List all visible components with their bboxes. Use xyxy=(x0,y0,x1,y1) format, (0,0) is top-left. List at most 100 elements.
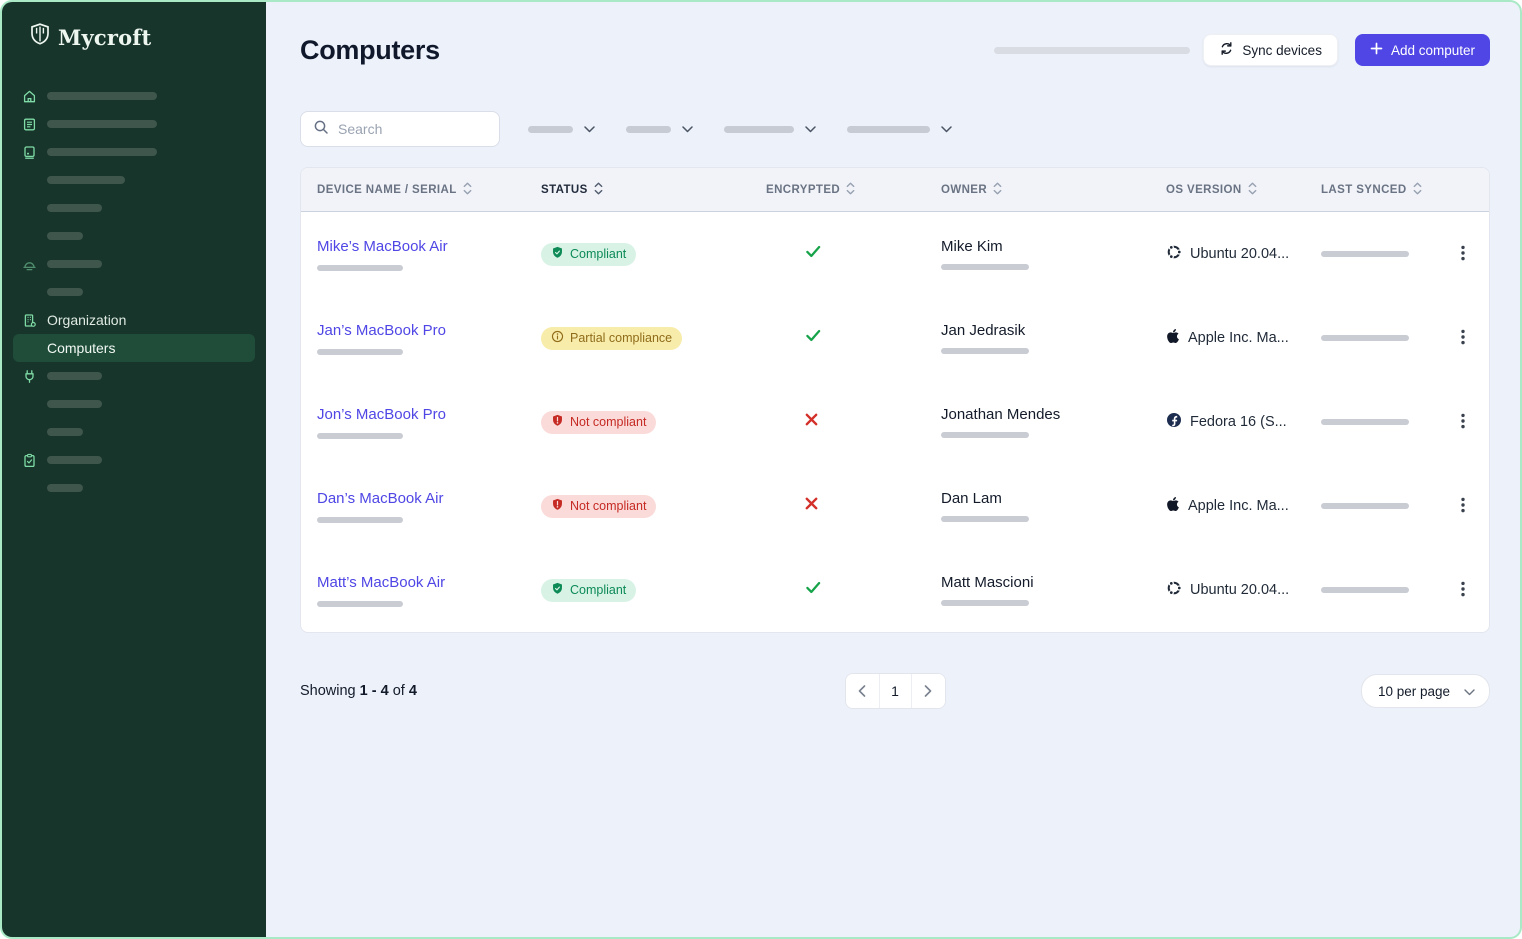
filter-dropdown-1[interactable] xyxy=(528,120,595,138)
status-cell: Compliant xyxy=(541,578,766,602)
encrypted-x-icon xyxy=(804,497,819,515)
sidebar-subitem[interactable] xyxy=(13,194,255,222)
sync-devices-label: Sync devices xyxy=(1242,42,1322,58)
computers-table: Device name / serial Status Encrypted Ow… xyxy=(300,167,1490,633)
status-badge: Not compliant xyxy=(541,494,657,518)
per-page-select[interactable]: 10 per page xyxy=(1360,674,1490,708)
sidebar-item-alerts[interactable] xyxy=(13,250,255,278)
sort-icon xyxy=(846,182,855,198)
device-name-link[interactable]: Jan’s MacBook Pro xyxy=(317,321,446,339)
sidebar-subitem[interactable] xyxy=(13,474,255,502)
last-synced-cell xyxy=(1321,251,1451,257)
search-box[interactable] xyxy=(300,111,500,147)
encrypted-cell xyxy=(766,412,941,432)
sort-icon xyxy=(1248,182,1257,198)
column-header-last-synced[interactable]: Last synced xyxy=(1321,182,1451,198)
status-badge-label: Partial compliance xyxy=(570,331,673,345)
current-page[interactable]: 1 xyxy=(878,674,912,708)
row-actions-button[interactable] xyxy=(1453,408,1473,437)
add-computer-button[interactable]: Add computer xyxy=(1354,34,1490,66)
encrypted-cell xyxy=(766,327,941,349)
device-icon xyxy=(22,145,37,160)
device-name-link[interactable]: Dan’s MacBook Air xyxy=(317,489,444,507)
sidebar-subitem[interactable] xyxy=(13,390,255,418)
status-badge-label: Compliant xyxy=(570,583,627,597)
owner-skeleton xyxy=(941,516,1029,522)
owner-skeleton xyxy=(941,264,1029,270)
last-synced-cell xyxy=(1321,587,1451,593)
search-input[interactable] xyxy=(338,121,468,137)
last-synced-cell xyxy=(1321,503,1451,509)
status-badge-icon xyxy=(551,498,564,514)
sort-icon xyxy=(993,182,1002,198)
sidebar-nav: Organization Computers xyxy=(2,82,266,502)
device-name-link[interactable]: Mike’s MacBook Air xyxy=(317,237,448,255)
kebab-icon xyxy=(1455,412,1471,433)
serial-skeleton xyxy=(317,432,403,439)
sidebar-item-integrations[interactable] xyxy=(13,362,255,390)
skeleton-bar xyxy=(47,148,157,156)
sidebar-item-label: Organization xyxy=(47,312,127,328)
sidebar: Mycroft O xyxy=(2,2,266,937)
next-page-button[interactable] xyxy=(911,674,945,708)
prev-page-button[interactable] xyxy=(845,674,879,708)
add-computer-label: Add computer xyxy=(1390,42,1475,58)
column-header-os-version[interactable]: OS version xyxy=(1166,182,1321,198)
encrypted-check-icon xyxy=(804,581,823,600)
filter-dropdown-3[interactable] xyxy=(724,120,816,138)
sidebar-subitem[interactable] xyxy=(13,166,255,194)
skeleton-bar xyxy=(626,125,671,133)
status-badge-label: Not compliant xyxy=(570,415,647,429)
status-badge-icon xyxy=(551,582,564,598)
table-row: Matt’s MacBook Air Compliant Matt Mascio… xyxy=(301,548,1489,632)
apple-os-icon xyxy=(1166,496,1180,516)
column-header-encrypted[interactable]: Encrypted xyxy=(766,182,941,198)
serial-skeleton xyxy=(317,348,403,355)
os-version-label: Ubuntu 20.04... xyxy=(1190,582,1290,598)
sidebar-item-devices[interactable] xyxy=(13,138,255,166)
row-actions-button[interactable] xyxy=(1453,240,1473,269)
apple-os-icon xyxy=(1166,328,1180,348)
skeleton-bar xyxy=(724,125,794,133)
serial-skeleton xyxy=(317,516,403,523)
search-icon xyxy=(313,119,329,140)
device-name-link[interactable]: Jon’s MacBook Pro xyxy=(317,405,446,423)
encrypted-cell xyxy=(766,243,941,265)
skeleton-bar xyxy=(47,428,83,436)
last-synced-skeleton xyxy=(1321,335,1409,341)
row-actions-button[interactable] xyxy=(1453,576,1473,605)
os-version-label: Apple Inc. Ma... xyxy=(1188,330,1289,346)
skeleton-bar xyxy=(47,120,157,128)
sync-devices-button[interactable]: Sync devices xyxy=(1203,34,1338,66)
filter-dropdown-2[interactable] xyxy=(626,120,693,138)
status-badge: Partial compliance xyxy=(541,326,683,350)
row-actions-button[interactable] xyxy=(1453,324,1473,353)
column-header-owner[interactable]: Owner xyxy=(941,182,1166,198)
device-name-link[interactable]: Matt’s MacBook Air xyxy=(317,573,446,591)
sidebar-item-computers[interactable]: Computers xyxy=(13,334,255,362)
owner-cell: Jan Jedrasik xyxy=(941,322,1166,354)
column-header-status[interactable]: Status xyxy=(541,182,766,198)
skeleton-bar xyxy=(847,125,930,133)
sidebar-subitem[interactable] xyxy=(13,278,255,306)
sidebar-item-home[interactable] xyxy=(13,82,255,110)
table-row: Mike’s MacBook Air Compliant Mike Kim Ub… xyxy=(301,212,1489,296)
os-version-label: Ubuntu 20.04... xyxy=(1190,246,1290,262)
owner-skeleton xyxy=(941,600,1029,606)
skeleton-bar xyxy=(47,176,125,184)
sidebar-subitem[interactable] xyxy=(13,222,255,250)
sidebar-subitem[interactable] xyxy=(13,418,255,446)
column-header-device[interactable]: Device name / serial xyxy=(317,182,541,198)
filter-dropdown-4[interactable] xyxy=(847,120,952,138)
sidebar-item-organization[interactable]: Organization xyxy=(13,306,255,334)
status-badge-label: Not compliant xyxy=(570,499,647,513)
serial-skeleton xyxy=(317,264,403,271)
device-cell: Dan’s MacBook Air xyxy=(317,490,541,523)
os-version-cell: Ubuntu 20.04... xyxy=(1166,580,1321,600)
kebab-icon xyxy=(1455,580,1471,601)
list-icon xyxy=(22,117,37,132)
owner-name: Jonathan Mendes xyxy=(941,406,1061,423)
sidebar-item-tasks[interactable] xyxy=(13,446,255,474)
row-actions-button[interactable] xyxy=(1453,492,1473,521)
sidebar-item-list[interactable] xyxy=(13,110,255,138)
